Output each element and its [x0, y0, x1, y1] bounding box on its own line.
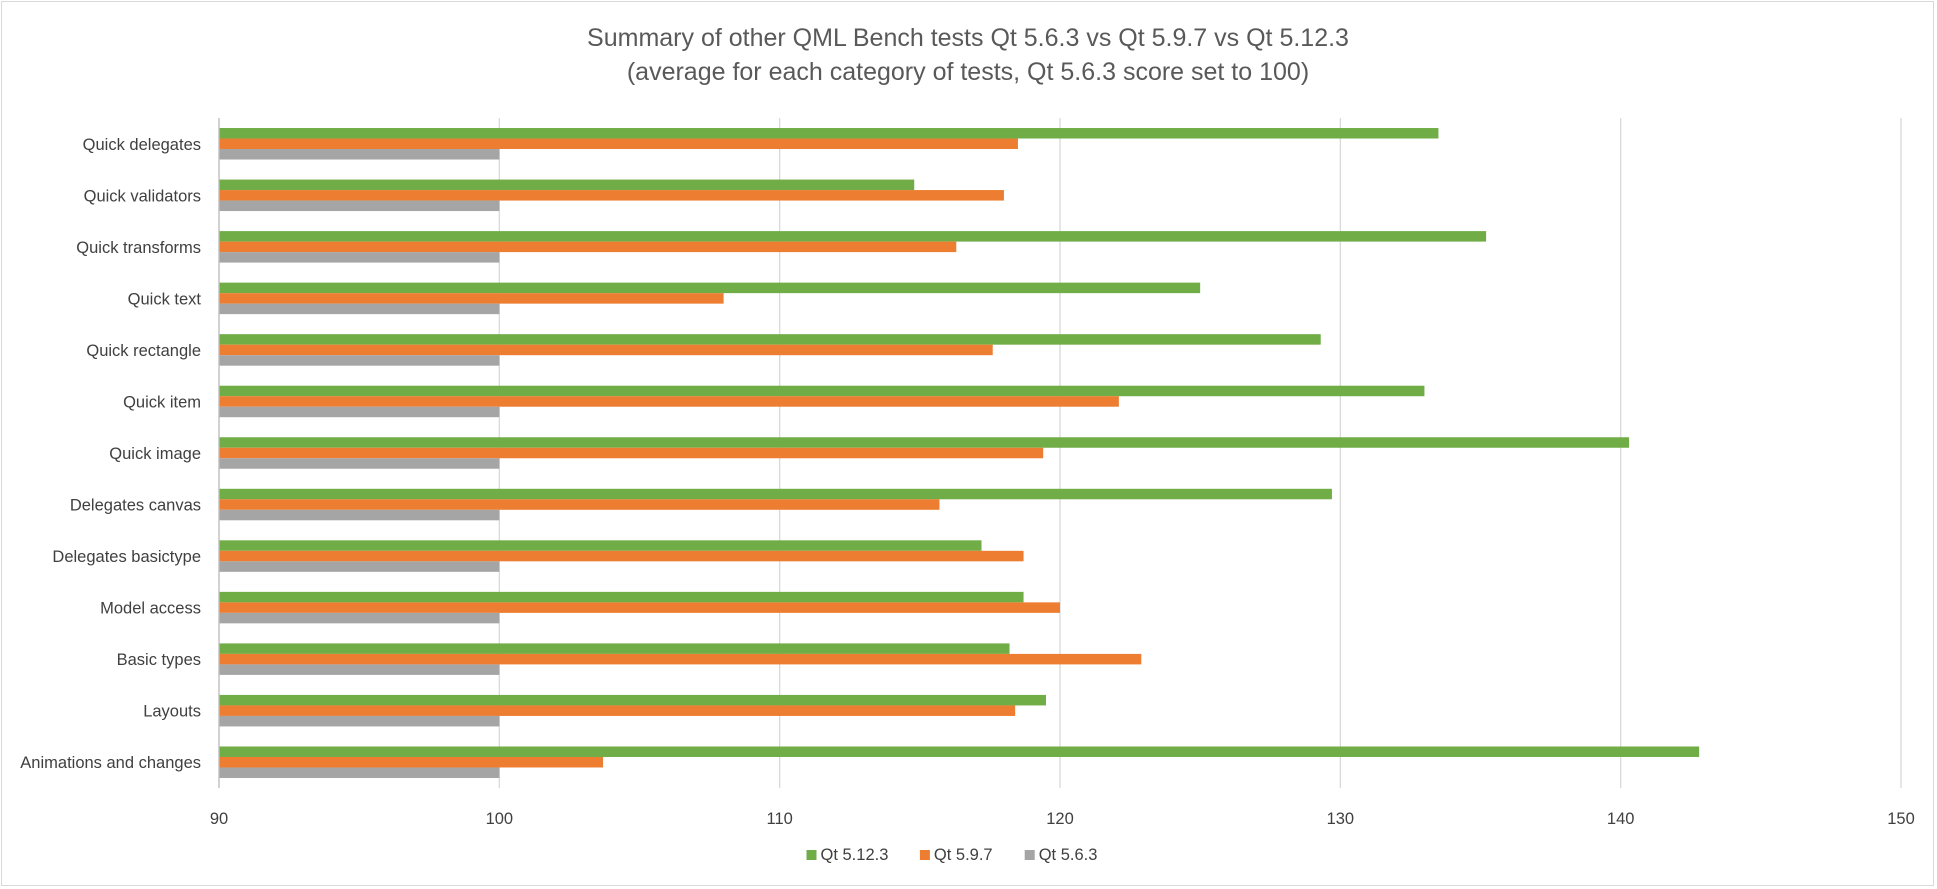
- bar: [219, 509, 500, 521]
- category-label: Quick validators: [84, 187, 201, 205]
- bar: [219, 756, 604, 768]
- bar: [219, 550, 1024, 562]
- category-label: Basic types: [117, 651, 201, 669]
- legend-label: Qt 5.6.3: [1039, 846, 1098, 864]
- category-label: Model access: [100, 600, 201, 618]
- legend-label: Qt 5.12.3: [821, 846, 889, 864]
- x-tick-label: 90: [210, 810, 228, 828]
- bar: [219, 385, 1425, 397]
- category-label: Quick text: [128, 290, 202, 308]
- x-tick-label: 110: [767, 810, 793, 828]
- bar: [219, 406, 500, 418]
- category-label: Animations and changes: [20, 754, 201, 772]
- bar: [219, 303, 500, 315]
- chart-title: Summary of other QML Bench tests Qt 5.6.…: [587, 24, 1349, 52]
- legend-label: Qt 5.9.7: [934, 846, 993, 864]
- bar: [219, 355, 500, 366]
- chart-subtitle: (average for each category of tests, Qt …: [627, 58, 1309, 86]
- bar: [219, 540, 982, 551]
- category-label: Layouts: [143, 703, 201, 721]
- bar: [219, 231, 1487, 242]
- bar: [219, 602, 1060, 613]
- bar: [219, 643, 1010, 654]
- bar: [219, 138, 1018, 150]
- bar: [219, 561, 500, 572]
- category-label: Quick transforms: [76, 239, 201, 257]
- bar: [219, 705, 1016, 716]
- bar: [219, 653, 1142, 665]
- category-label: Delegates canvas: [70, 497, 201, 515]
- bar: [219, 767, 500, 778]
- x-tick-label: 140: [1607, 810, 1635, 828]
- bar: [219, 190, 1004, 201]
- bar: [219, 746, 1700, 757]
- bar: [219, 282, 1201, 294]
- bar: [219, 715, 500, 727]
- legend-swatch: [919, 850, 930, 860]
- x-tick-label: 100: [486, 810, 514, 828]
- legend-swatch: [1024, 850, 1035, 860]
- bar: [219, 334, 1321, 345]
- x-tick-labels: 90 100 110 120 130 140 150: [210, 810, 1915, 828]
- x-tick-label: 130: [1327, 810, 1355, 828]
- bar: [219, 200, 500, 212]
- bar: [219, 128, 1439, 139]
- bar: [219, 396, 1119, 407]
- category-label: Quick image: [109, 445, 201, 463]
- category-label: Delegates basictype: [52, 548, 201, 566]
- bar: [219, 252, 500, 263]
- bars: [219, 128, 1700, 778]
- bar: [219, 612, 500, 624]
- bar: [219, 241, 957, 253]
- legend-swatch: [806, 850, 817, 860]
- category-label: Quick item: [123, 393, 201, 411]
- x-tick-label: 150: [1887, 810, 1915, 828]
- bar: [219, 447, 1044, 459]
- bar: [219, 694, 1046, 706]
- legend: Qt 5.12.3 Qt 5.9.7 Qt 5.6.3: [806, 846, 1098, 864]
- category-label: Quick rectangle: [86, 342, 201, 360]
- x-tick-label: 120: [1046, 810, 1074, 828]
- bar: [219, 591, 1024, 603]
- bar: [219, 149, 500, 160]
- bar: [219, 344, 993, 356]
- bar: [219, 179, 915, 191]
- category-labels: Quick delegates Quick validators Quick tra…: [20, 136, 201, 772]
- bar: [219, 437, 1630, 448]
- bar: [219, 664, 500, 675]
- bar: [219, 458, 500, 469]
- bar: [219, 488, 1332, 500]
- bar: [219, 499, 940, 510]
- bar: [219, 293, 724, 304]
- category-label: Quick delegates: [83, 136, 201, 154]
